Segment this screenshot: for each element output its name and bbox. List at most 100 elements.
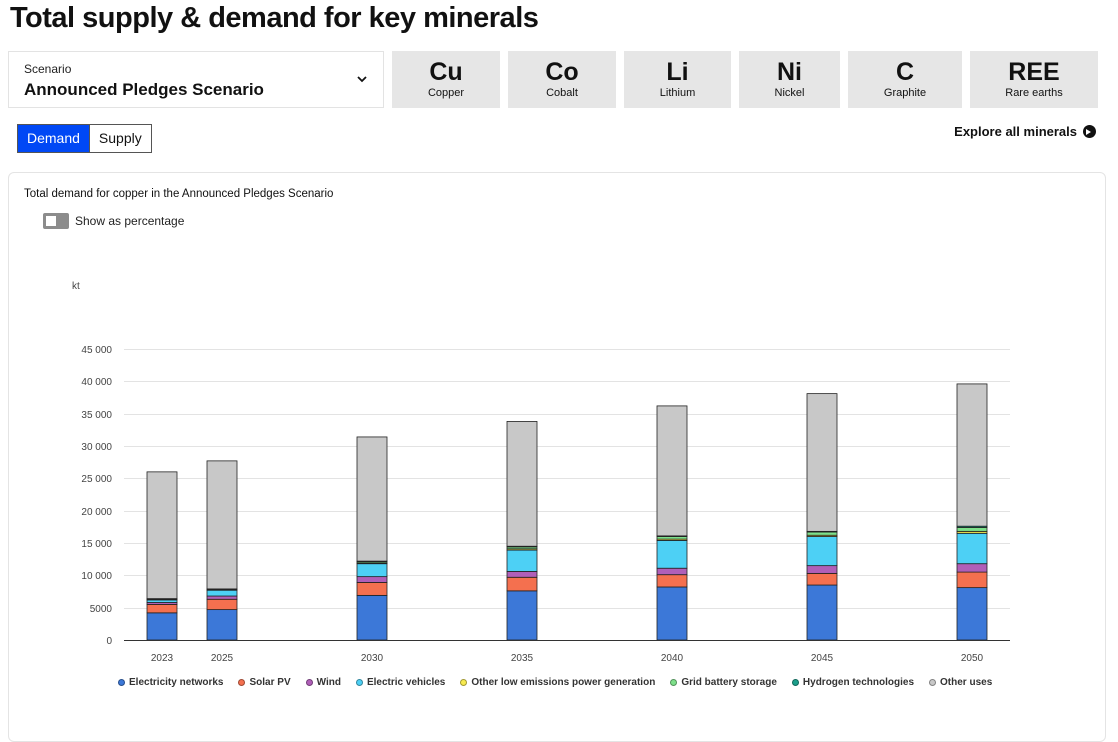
mineral-tab-copper[interactable]: Cu Copper xyxy=(392,51,500,108)
bar-segment[interactable] xyxy=(506,421,538,547)
mineral-tab-lithium[interactable]: Li Lithium xyxy=(624,51,731,108)
page-title: Total supply & demand for key minerals xyxy=(10,2,539,34)
x-tick-label: 2050 xyxy=(961,653,984,664)
legend-marker xyxy=(118,679,125,686)
legend-label: Solar PV xyxy=(249,677,291,688)
mineral-symbol: Co xyxy=(545,58,579,86)
legend-label: Other low emissions power generation xyxy=(471,677,656,688)
explore-all-minerals-link[interactable]: Explore all minerals xyxy=(954,124,1096,139)
mineral-name: Graphite xyxy=(883,87,927,99)
legend-item[interactable]: Electric vehicles xyxy=(355,677,446,688)
bar-segment[interactable] xyxy=(956,383,988,527)
mineral-symbol: C xyxy=(895,58,915,86)
bar-segment[interactable] xyxy=(146,612,178,641)
demand-toggle-button[interactable]: Demand xyxy=(18,125,89,152)
scenario-dropdown[interactable]: Scenario Announced Pledges Scenario xyxy=(8,51,384,108)
demand-supply-toggle: Demand Supply xyxy=(17,124,152,153)
bar-segment[interactable] xyxy=(356,576,388,583)
chart-legend: Electricity networks Solar PV Wind Electric… xyxy=(118,677,992,688)
bar-segment[interactable] xyxy=(806,565,838,574)
mineral-name: Lithium xyxy=(659,87,696,99)
y-tick-label: 45 000 xyxy=(81,345,112,356)
bar-segment[interactable] xyxy=(656,567,688,576)
bar-segment[interactable] xyxy=(806,536,838,567)
legend-item[interactable]: Wind xyxy=(305,677,341,688)
legend-item[interactable]: Other low emissions power generation xyxy=(460,677,655,688)
mineral-tab-cobalt[interactable]: Co Cobalt xyxy=(508,51,616,108)
bar-segment[interactable] xyxy=(206,460,238,590)
x-tick-label: 2040 xyxy=(661,653,684,664)
x-tick-label: 2035 xyxy=(511,653,534,664)
bar-segment[interactable] xyxy=(956,587,988,641)
bar-segment[interactable] xyxy=(656,586,688,641)
bar-segment[interactable] xyxy=(206,595,238,600)
supply-toggle-button[interactable]: Supply xyxy=(88,125,151,152)
legend-label: Grid battery storage xyxy=(681,677,777,688)
legend-marker xyxy=(355,679,363,686)
x-tick-label: 2045 xyxy=(811,653,834,664)
legend-label: Wind xyxy=(316,677,341,688)
bar-segment[interactable] xyxy=(506,576,538,592)
legend-label: Other uses xyxy=(940,677,993,688)
bar-segment[interactable] xyxy=(356,582,388,596)
legend-marker xyxy=(238,679,246,686)
mineral-symbol: Cu xyxy=(429,58,463,86)
x-tick-label: 2030 xyxy=(361,653,384,664)
mineral-name: Nickel xyxy=(774,87,805,99)
chevron-down-icon xyxy=(357,76,367,83)
x-tick-label: 2023 xyxy=(151,653,174,664)
bar-segment[interactable] xyxy=(146,604,178,614)
mineral-name: Cobalt xyxy=(546,87,578,99)
mineral-tab-rare-earths[interactable]: REE Rare earths xyxy=(970,51,1098,108)
legend-item[interactable]: Other uses xyxy=(929,677,992,688)
bar-segment[interactable] xyxy=(356,436,388,562)
explore-link-label: Explore all minerals xyxy=(954,124,1077,139)
mineral-name: Rare earths xyxy=(1005,87,1063,99)
show-percentage-switch[interactable] xyxy=(43,213,69,229)
legend-item[interactable]: Grid battery storage xyxy=(670,677,777,688)
legend-label: Electric vehicles xyxy=(366,677,446,688)
y-tick-label: 30 000 xyxy=(81,442,112,453)
bar-segment[interactable] xyxy=(806,531,838,536)
mineral-tab-graphite[interactable]: C Graphite xyxy=(848,51,962,108)
bar-segment[interactable] xyxy=(356,594,388,641)
legend-marker xyxy=(929,679,937,686)
bar-segment[interactable] xyxy=(656,405,688,537)
legend-item[interactable]: Solar PV xyxy=(238,677,291,688)
y-axis-unit-label: kt xyxy=(72,281,80,292)
y-tick-label: 20 000 xyxy=(81,507,112,518)
y-tick-label: 0 xyxy=(106,636,112,647)
show-percentage-label: Show as percentage xyxy=(75,214,185,228)
bar-segment[interactable] xyxy=(356,563,388,578)
bar-segment[interactable] xyxy=(506,590,538,641)
bar-segment[interactable] xyxy=(806,584,838,641)
legend-label: Hydrogen technologies xyxy=(802,677,915,688)
bar-segment[interactable] xyxy=(206,598,238,611)
bar-segment[interactable] xyxy=(656,574,688,588)
legend-item[interactable]: Hydrogen technologies xyxy=(791,677,915,688)
bar-segment[interactable] xyxy=(656,540,688,569)
bar-segment[interactable] xyxy=(806,572,838,586)
legend-marker xyxy=(305,679,313,686)
bar-segment[interactable] xyxy=(206,589,238,597)
legend-marker xyxy=(791,679,799,686)
bar-segment[interactable] xyxy=(806,393,838,532)
bar-segment[interactable] xyxy=(956,571,988,589)
scenario-value: Announced Pledges Scenario xyxy=(24,80,264,99)
bar-segment[interactable] xyxy=(956,532,988,565)
mineral-name: Copper xyxy=(427,87,465,99)
legend-item[interactable]: Electricity networks xyxy=(118,677,223,688)
bar-segment[interactable] xyxy=(956,563,988,573)
x-tick-label: 2025 xyxy=(211,653,234,664)
scenario-label: Scenario xyxy=(24,62,72,76)
y-tick-label: 25 000 xyxy=(81,474,112,485)
bar-segment[interactable] xyxy=(506,571,538,578)
bar-segment[interactable] xyxy=(506,549,538,572)
bar-segment[interactable] xyxy=(956,527,988,532)
y-tick-label: 40 000 xyxy=(81,377,112,388)
mineral-tab-nickel[interactable]: Ni Nickel xyxy=(739,51,840,108)
bar-segment[interactable] xyxy=(206,609,238,641)
y-tick-label: 5000 xyxy=(90,604,113,615)
bar-segment[interactable] xyxy=(146,471,178,600)
